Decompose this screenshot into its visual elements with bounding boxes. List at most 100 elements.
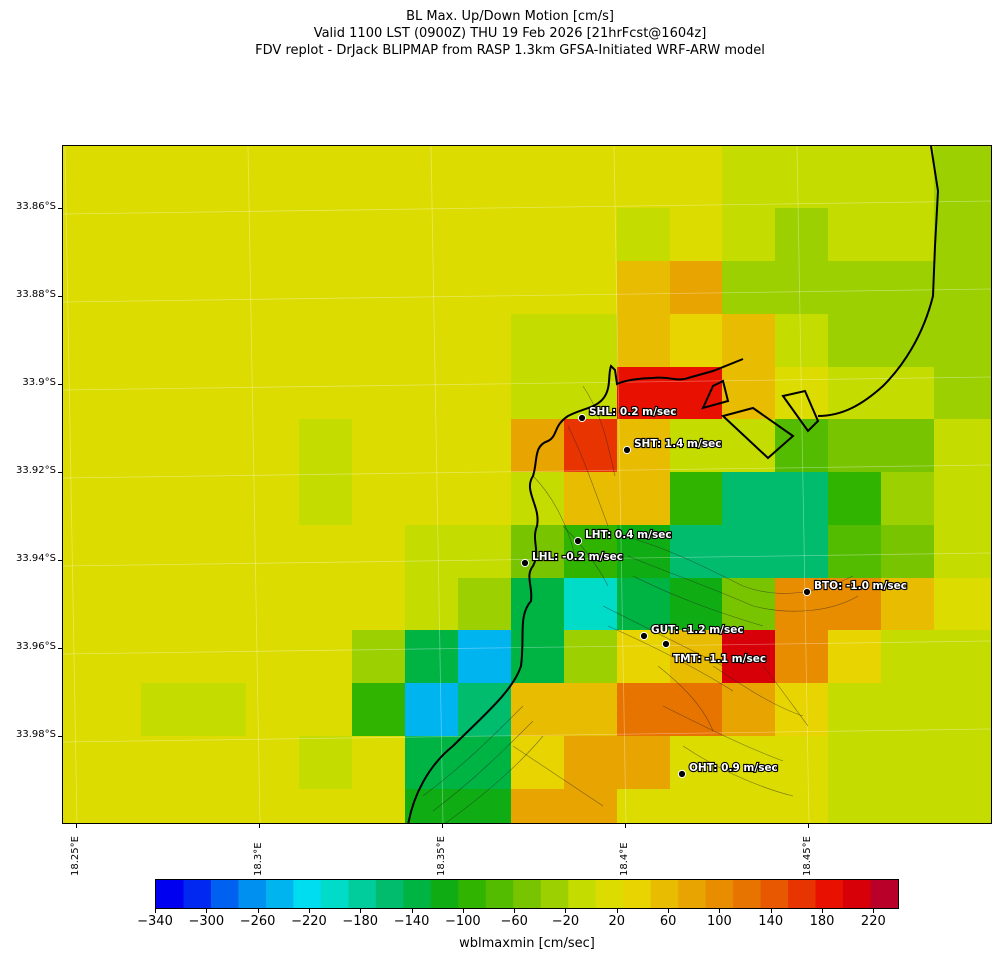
wind-cell (194, 736, 246, 789)
wind-cell (141, 419, 194, 472)
colorbar-swatch (788, 880, 817, 908)
wind-cell (88, 630, 141, 683)
station-marker[interactable] (802, 587, 812, 597)
colorbar-tick-label: −220 (291, 914, 327, 929)
wind-cell (775, 367, 828, 419)
wind-cell (828, 472, 881, 525)
wind-cell (246, 208, 299, 261)
station-label: SHT: 1.4 m/sec (634, 438, 721, 450)
title-line-1: BL Max. Up/Down Motion [cm/s] (406, 9, 614, 24)
colorbar-swatch (238, 880, 267, 908)
wind-cell (670, 261, 722, 314)
colorbar-tick-label: 180 (809, 914, 835, 929)
wind-cell (194, 419, 246, 472)
wind-cell (934, 578, 991, 630)
wind-cell (194, 261, 246, 314)
station-marker[interactable] (661, 639, 671, 649)
wind-cell (246, 525, 299, 578)
wind-cell (63, 789, 88, 823)
colorbar-tick-label: −260 (239, 914, 276, 929)
colorbar-tick (155, 909, 156, 913)
wind-cell (458, 367, 511, 419)
wind-cell (775, 736, 828, 789)
wind-cell (352, 578, 405, 630)
wind-cell (670, 146, 722, 208)
lat-tick (58, 296, 62, 297)
colorbar-swatch (348, 880, 377, 908)
wind-cell (141, 736, 194, 789)
station-label: GUT: -1.2 m/sec (651, 624, 744, 636)
wind-cell (88, 736, 141, 789)
lat-label: 33.9°S (22, 377, 56, 388)
wind-cell (564, 146, 617, 208)
wind-cell (722, 736, 775, 789)
colorbar-tick-label: −20 (551, 914, 580, 929)
station-marker[interactable] (677, 769, 687, 779)
wind-cell (352, 472, 405, 525)
wind-cell (141, 472, 194, 525)
wind-cell (405, 146, 458, 208)
map-title: BL Max. Up/Down Motion [cm/s] Valid 1100… (0, 8, 1001, 59)
wind-cell (881, 683, 934, 736)
lon-tick (442, 824, 443, 828)
wind-cell (405, 208, 458, 261)
wind-cell (828, 630, 881, 683)
wind-cell (246, 789, 299, 823)
station-marker[interactable] (639, 631, 649, 641)
colorbar-swatches (156, 880, 899, 908)
colorbar-swatch (403, 880, 432, 908)
colorbar-swatch (430, 880, 459, 908)
map-area[interactable]: SHL: 0.2 m/sec SHT: 1.4 m/sec LHT: 0.4 m/s… (62, 145, 992, 824)
wind-cell (458, 525, 511, 578)
wind-cell (194, 789, 246, 823)
station-label: LHT: 0.4 m/sec (585, 529, 672, 541)
wind-cell (458, 208, 511, 261)
stations: SHL: 0.2 m/sec SHT: 1.4 m/sec LHT: 0.4 m/s… (520, 405, 908, 779)
wind-cell (194, 525, 246, 578)
lat-label: 33.96°S (16, 641, 56, 652)
wind-cell (722, 683, 775, 736)
station-marker[interactable] (577, 413, 587, 423)
station-label: LHL: -0.2 m/sec (532, 551, 623, 563)
wind-cell (775, 314, 828, 367)
wind-cell (670, 736, 722, 789)
lon-label: 18.4°E (619, 842, 630, 876)
wind-cell (722, 146, 775, 208)
station-marker[interactable] (622, 445, 632, 455)
wind-cell (405, 525, 458, 578)
wind-cell (141, 683, 194, 736)
wind-cell (881, 419, 934, 472)
lat-label: 33.98°S (16, 729, 56, 740)
colorbar-swatch (293, 880, 322, 908)
wind-cell (564, 525, 617, 578)
wind-cell (405, 630, 458, 683)
colorbar-swatch (540, 880, 569, 908)
wind-cell (881, 578, 934, 630)
station-label: SHL: 0.2 m/sec (589, 406, 677, 418)
station-marker[interactable] (573, 536, 583, 546)
wind-cell (88, 472, 141, 525)
station-marker[interactable] (520, 558, 530, 568)
wind-cell (352, 208, 405, 261)
wind-cell (564, 472, 617, 525)
colorbar-swatch (265, 880, 295, 908)
colorbar-swatch (375, 880, 404, 908)
lat-tick (58, 384, 62, 385)
wind-cell (722, 261, 775, 314)
colorbar-swatch (156, 880, 185, 908)
wind-cell (352, 261, 405, 314)
wind-cell (63, 472, 88, 525)
colorbar-swatch (733, 880, 762, 908)
colorbar-tick (616, 909, 618, 913)
colorbar-tick (668, 909, 670, 913)
wind-cell (405, 419, 458, 472)
wind-cell (246, 472, 299, 525)
wind-cell (934, 789, 991, 823)
title-line-3: FDV replot - DrJack BLIPMAP from RASP 1.… (255, 43, 765, 58)
wind-cell (63, 683, 88, 736)
wind-cell (194, 578, 246, 630)
wind-cell (299, 261, 352, 314)
colorbar-tick-label: −300 (188, 914, 225, 929)
wind-cell (63, 525, 88, 578)
wind-cell (775, 419, 828, 472)
